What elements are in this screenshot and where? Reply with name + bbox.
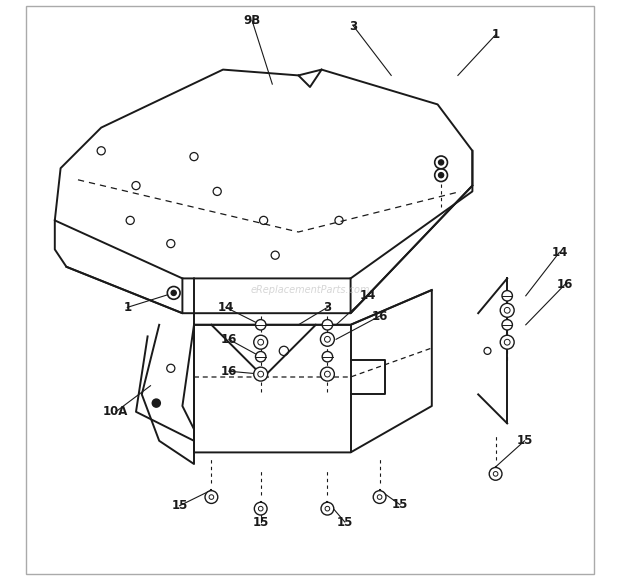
Circle shape (321, 367, 334, 381)
Circle shape (500, 335, 514, 349)
Text: 16: 16 (221, 365, 237, 378)
Text: 15: 15 (392, 498, 408, 511)
Text: 9B: 9B (244, 14, 260, 27)
Text: 3: 3 (350, 20, 358, 32)
Text: 16: 16 (557, 278, 574, 291)
Text: 14: 14 (551, 246, 567, 259)
Circle shape (321, 502, 334, 515)
Text: eReplacementParts.com: eReplacementParts.com (250, 285, 370, 295)
Circle shape (435, 169, 448, 182)
Text: 15: 15 (252, 516, 269, 528)
Text: 14: 14 (218, 301, 234, 314)
Text: 16: 16 (221, 333, 237, 346)
Text: 15: 15 (171, 499, 188, 512)
Circle shape (322, 320, 332, 330)
Circle shape (254, 335, 268, 349)
Text: 10A: 10A (103, 405, 128, 418)
Circle shape (489, 467, 502, 480)
Text: 15: 15 (516, 434, 533, 447)
Circle shape (205, 491, 218, 503)
Circle shape (373, 491, 386, 503)
Circle shape (254, 502, 267, 515)
Circle shape (322, 351, 332, 362)
Text: 3: 3 (324, 301, 332, 314)
Circle shape (500, 303, 514, 317)
Circle shape (171, 291, 176, 295)
Circle shape (435, 156, 448, 169)
Circle shape (502, 320, 512, 330)
Circle shape (321, 332, 334, 346)
Text: 14: 14 (360, 289, 376, 302)
Circle shape (254, 367, 268, 381)
Text: 15: 15 (337, 516, 353, 528)
Circle shape (438, 173, 444, 177)
Circle shape (255, 320, 266, 330)
Text: 1: 1 (123, 301, 131, 314)
Text: 1: 1 (492, 28, 500, 41)
Circle shape (167, 287, 180, 299)
Text: 16: 16 (371, 310, 388, 322)
Circle shape (255, 351, 266, 362)
Circle shape (502, 291, 512, 301)
Circle shape (153, 399, 161, 407)
Circle shape (438, 160, 444, 165)
